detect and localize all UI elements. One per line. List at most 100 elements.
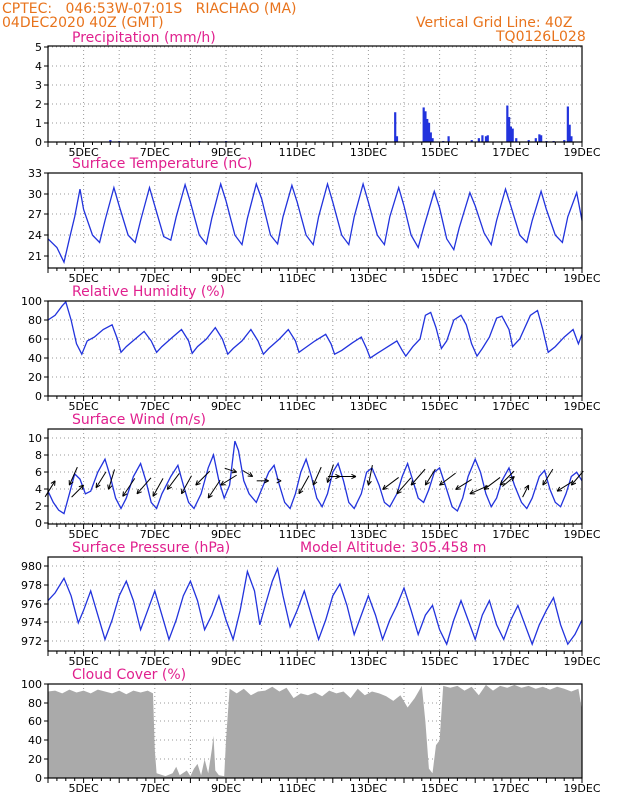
rh-xtick-label: 19DEC — [563, 400, 600, 413]
wind-arrowhead — [136, 488, 142, 495]
wind-xtick-label: 13DEC — [350, 528, 387, 541]
precip-bar — [431, 138, 434, 142]
rh-xtick-label: 11DEC — [279, 400, 316, 413]
pres-ytick-label: 978 — [21, 579, 42, 592]
wind-ytick-label: 6 — [35, 466, 42, 479]
rh-panel: 0 20 40 60 80 100 5DEC 7DEC 9DEC 11DEC 13DEC 15DEC 1… — [21, 284, 601, 413]
cloud-xtick-label: 13DEC — [350, 782, 387, 795]
wind-arrowhead — [95, 482, 101, 489]
wind-ytick-label: 10 — [28, 432, 42, 445]
pres-ytick-label: 980 — [21, 560, 42, 573]
wind-arrowhead — [152, 491, 158, 497]
wind-frame — [47, 428, 583, 525]
temp-ytick-label: 27 — [28, 208, 42, 221]
precip-bar — [109, 140, 112, 142]
precip-bar — [422, 107, 425, 142]
temp-xtick-label: 19DEC — [563, 272, 600, 285]
pres-xtick-label: 19DEC — [563, 655, 600, 668]
wind-xtick-label: 9DEC — [211, 528, 241, 541]
wind-arrowhead — [166, 484, 172, 490]
precip-bar — [515, 138, 518, 142]
precip-xtick-label: 9DEC — [211, 146, 241, 159]
cloud-area — [48, 684, 582, 778]
wind-arrowhead — [298, 488, 304, 495]
wind-vector — [502, 476, 515, 487]
pres-xtick-label: 9DEC — [211, 655, 241, 668]
wind-vector — [424, 468, 436, 486]
header-model-id: TQ0126L028 — [496, 29, 586, 45]
header-grid-line: Vertical Grid Line: 40Z — [416, 15, 573, 31]
precip-ytick-label: 3 — [35, 79, 42, 92]
rh-xtick-label: 17DEC — [492, 400, 529, 413]
wind-arrowhead — [181, 488, 186, 495]
wind-arrowhead — [570, 480, 577, 486]
pres-xtick-label: 7DEC — [140, 655, 170, 668]
wind-arrowhead — [424, 480, 430, 486]
rh-series-line — [47, 300, 583, 359]
cloud-xtick-label: 7DEC — [140, 782, 170, 795]
temp-xtick-label: 7DEC — [140, 272, 170, 285]
pres-annotation: Model Altitude: 305.458 m — [300, 540, 486, 556]
wind-vector — [108, 469, 115, 490]
wind-xtick-label: 5DEC — [69, 528, 99, 541]
wind-vector — [542, 468, 554, 486]
wind-arrowhead — [524, 484, 530, 491]
wind-xtick-label: 15DEC — [421, 528, 458, 541]
rh-frame — [47, 300, 583, 397]
wind-arrowhead — [556, 486, 563, 492]
temp-xtick-label: 17DEC — [492, 272, 529, 285]
precip-bar — [511, 128, 514, 142]
wind-vector — [136, 477, 152, 495]
temp-xtick-label: 13DEC — [350, 272, 387, 285]
wind-arrowhead — [276, 478, 282, 484]
pres-series-line — [47, 566, 583, 647]
wind-arrowhead — [231, 468, 238, 474]
rh-xtick-label: 9DEC — [211, 400, 241, 413]
temp-ytick-label: 33 — [28, 167, 42, 180]
wind-arrowhead — [469, 489, 475, 495]
precip-bar — [447, 136, 450, 142]
header-station: CPTEC: 046:53W-07:01S RIACHAO (MA) — [2, 1, 297, 17]
precip-bar — [527, 140, 530, 142]
pres-xtick-label: 11DEC — [279, 655, 316, 668]
wind-vector — [166, 473, 180, 490]
rh-ytick-label: 60 — [28, 333, 42, 346]
precip-bar — [570, 136, 573, 142]
precip-bar — [509, 126, 512, 142]
cloud-ytick-label: 40 — [28, 734, 42, 747]
cloud-ytick-label: 60 — [28, 715, 42, 728]
wind-arrowhead — [107, 484, 113, 490]
wind-vector — [242, 470, 253, 477]
cloud-title: Cloud Cover (%) — [72, 667, 186, 683]
wind-xtick-label: 11DEC — [279, 528, 316, 541]
rh-ytick-label: 100 — [21, 295, 42, 308]
wind-vector — [570, 470, 584, 486]
precip-bar — [427, 122, 431, 142]
wind-arrowhead — [335, 473, 341, 480]
precip-bar — [486, 135, 489, 142]
header-init-time: 04DEC2020 40Z (GMT) — [2, 15, 164, 31]
temp-title: Surface Temperature (nC) — [72, 156, 253, 172]
temp-xtick-label: 5DEC — [69, 272, 99, 285]
pres-xtick-label: 15DEC — [421, 655, 458, 668]
wind-vector — [220, 474, 237, 486]
wind-series-line — [47, 440, 583, 515]
cloud-xtick-label: 11DEC — [279, 782, 316, 795]
wind-arrowhead — [455, 484, 461, 490]
temp-panel: 21 24 27 30 33 5DEC 7DEC 9DEC 11DEC 13DEC 15DEC 17D… — [28, 156, 601, 285]
wind-arrowhead — [68, 480, 74, 486]
precip-ytick-label: 1 — [35, 117, 42, 130]
wind-vector — [207, 479, 221, 499]
wind-arrowhead — [366, 480, 372, 486]
wind-arrowhead — [247, 472, 254, 477]
wind-ytick-label: 2 — [35, 500, 42, 513]
wind-arrowhead — [542, 480, 548, 486]
precip-bar — [538, 134, 541, 142]
wind-arrowhead — [122, 491, 128, 497]
cloud-xtick-label: 15DEC — [421, 782, 458, 795]
wind-vector — [439, 472, 456, 486]
precip-bar — [429, 132, 432, 142]
pres-xtick-label: 5DEC — [69, 655, 99, 668]
wind-xtick-label: 17DEC — [492, 528, 529, 541]
